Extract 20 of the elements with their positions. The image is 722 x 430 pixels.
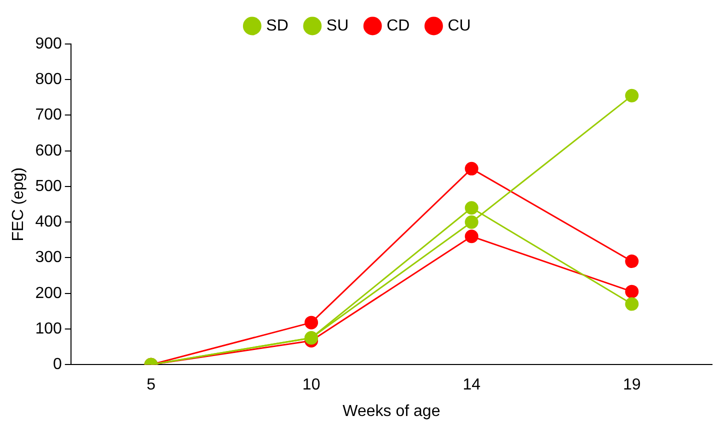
x-tick-label: 14 — [462, 376, 481, 394]
y-tick-label: 600 — [35, 142, 62, 160]
y-tick-label: 300 — [35, 249, 62, 266]
legend-label: SD — [266, 17, 288, 34]
y-tick-label: 200 — [35, 284, 62, 302]
x-tick-label: 5 — [146, 376, 156, 394]
y-tick-label: 500 — [35, 178, 62, 195]
x-axis-title: Weeks of age — [342, 402, 440, 420]
y-tick-label: 100 — [35, 320, 62, 338]
y-tick-label: 700 — [35, 106, 62, 124]
y-tick-label: 0 — [52, 356, 62, 374]
y-tick-label: 800 — [35, 71, 62, 88]
legend-label: CU — [448, 17, 471, 34]
x-tick-label: 10 — [302, 376, 320, 394]
legend-label: CD — [386, 17, 410, 34]
legend-label: SU — [326, 17, 349, 34]
x-tick-label: 19 — [622, 376, 641, 394]
y-tick-label: 900 — [35, 35, 62, 52]
y-axis-title: FEC (epg) — [10, 167, 28, 242]
y-tick-label: 400 — [35, 214, 62, 231]
